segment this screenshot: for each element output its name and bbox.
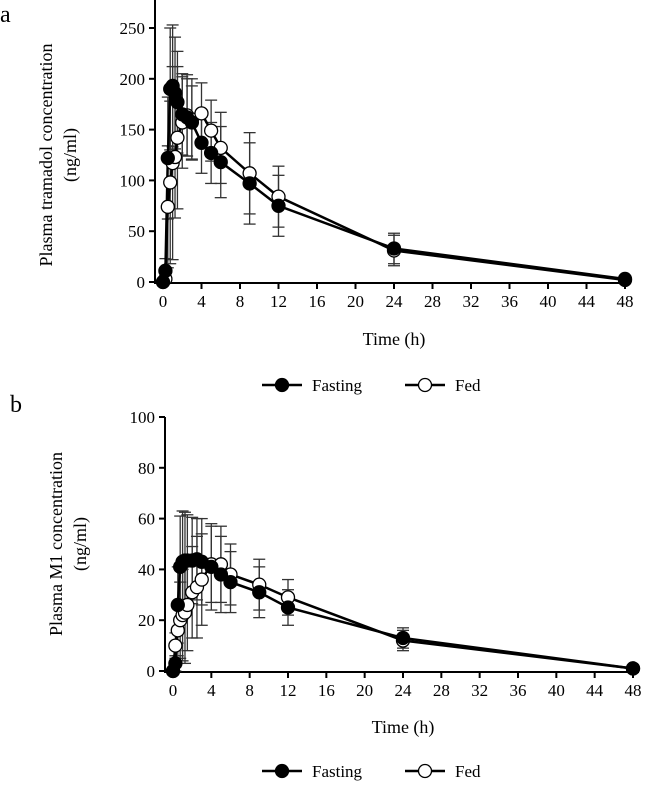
data-point-fasting bbox=[170, 95, 185, 110]
x-tick-label: 8 bbox=[245, 681, 254, 700]
y-axis-label-unit: (ng/ml) bbox=[70, 517, 91, 571]
y-tick-label: 100 bbox=[130, 408, 156, 427]
data-point-fasting bbox=[203, 145, 219, 161]
legend-marker bbox=[274, 763, 290, 779]
data-point-fed bbox=[170, 130, 185, 145]
legend-marker bbox=[274, 377, 290, 393]
data-point-fasting bbox=[194, 135, 209, 150]
x-tick-label: 20 bbox=[356, 681, 373, 700]
data-point-fasting bbox=[170, 597, 185, 613]
data-point-fasting bbox=[184, 115, 200, 130]
x-tick-label: 8 bbox=[236, 292, 245, 311]
x-tick-label: 36 bbox=[501, 292, 518, 311]
y-tick-label: 150 bbox=[120, 121, 146, 140]
x-tick-label: 0 bbox=[169, 681, 178, 700]
x-tick-label: 24 bbox=[395, 681, 413, 700]
data-point-fasting bbox=[213, 567, 229, 582]
x-tick-label: 12 bbox=[270, 292, 287, 311]
y-tick-label: 20 bbox=[138, 611, 155, 630]
x-tick-label: 36 bbox=[510, 681, 527, 700]
y-tick-label: 50 bbox=[128, 222, 145, 241]
y-tick-label: 100 bbox=[120, 171, 146, 190]
data-point-fasting bbox=[168, 656, 183, 671]
data-point-fasting bbox=[395, 630, 411, 646]
y-tick-label: 60 bbox=[138, 510, 155, 529]
data-point-fasting bbox=[625, 661, 641, 676]
x-tick-label: 44 bbox=[578, 292, 596, 311]
legend-label: Fed bbox=[455, 376, 481, 395]
data-point-fasting bbox=[160, 150, 175, 166]
x-tick-label: 4 bbox=[197, 292, 206, 311]
data-point-fed bbox=[203, 123, 219, 138]
y-axis-label: Plasma tramadol concentration bbox=[36, 44, 56, 267]
data-point-fasting bbox=[242, 176, 257, 191]
data-point-fasting bbox=[223, 574, 238, 590]
x-tick-label: 48 bbox=[617, 292, 634, 311]
legend-marker bbox=[417, 763, 433, 779]
legend-marker bbox=[417, 377, 433, 393]
data-point-fed bbox=[163, 175, 178, 190]
x-tick-label: 24 bbox=[386, 292, 404, 311]
data-point-fed bbox=[160, 199, 175, 214]
x-axis-label: Time (h) bbox=[363, 329, 426, 350]
y-tick-label: 200 bbox=[120, 70, 146, 89]
y-axis-label-unit: (ng/ml) bbox=[60, 128, 81, 182]
legend-label: Fasting bbox=[312, 762, 363, 781]
x-tick-label: 32 bbox=[471, 681, 488, 700]
legend-label: Fasting bbox=[312, 376, 363, 395]
panel-label: b bbox=[10, 392, 22, 418]
data-point-fasting bbox=[252, 585, 267, 600]
data-point-fasting bbox=[271, 198, 286, 213]
panel-label: a bbox=[0, 2, 11, 28]
legend-label: Fed bbox=[455, 762, 481, 781]
y-tick-label: 80 bbox=[138, 459, 155, 478]
x-tick-label: 32 bbox=[463, 292, 480, 311]
x-tick-label: 28 bbox=[424, 292, 441, 311]
data-point-fasting bbox=[617, 271, 633, 287]
x-tick-label: 4 bbox=[207, 681, 216, 700]
data-point-fasting bbox=[280, 600, 296, 615]
x-tick-label: 28 bbox=[433, 681, 450, 700]
y-tick-label: 0 bbox=[137, 273, 146, 292]
x-tick-label: 40 bbox=[548, 681, 565, 700]
series-line-fasting bbox=[171, 557, 634, 672]
data-point-fasting bbox=[204, 559, 219, 575]
x-tick-label: 40 bbox=[540, 292, 557, 311]
y-tick-label: 250 bbox=[120, 19, 146, 38]
y-axis-label: Plasma M1 concentration bbox=[46, 452, 66, 636]
data-point-fasting bbox=[386, 241, 402, 256]
data-point-fed bbox=[194, 572, 209, 587]
x-tick-label: 48 bbox=[625, 681, 642, 700]
data-point-fasting bbox=[158, 263, 173, 278]
data-point-fasting bbox=[213, 154, 228, 170]
y-tick-label: 0 bbox=[147, 662, 156, 681]
x-tick-label: 16 bbox=[318, 681, 335, 700]
x-tick-label: 20 bbox=[347, 292, 364, 311]
series-line-fed bbox=[171, 563, 634, 672]
x-tick-label: 44 bbox=[586, 681, 604, 700]
data-point-fed bbox=[194, 106, 209, 121]
data-point-fed bbox=[168, 638, 183, 653]
x-tick-label: 0 bbox=[159, 292, 168, 311]
x-tick-label: 12 bbox=[280, 681, 297, 700]
x-axis-label: Time (h) bbox=[372, 717, 435, 738]
x-tick-label: 16 bbox=[309, 292, 326, 311]
y-tick-label: 40 bbox=[138, 560, 155, 579]
